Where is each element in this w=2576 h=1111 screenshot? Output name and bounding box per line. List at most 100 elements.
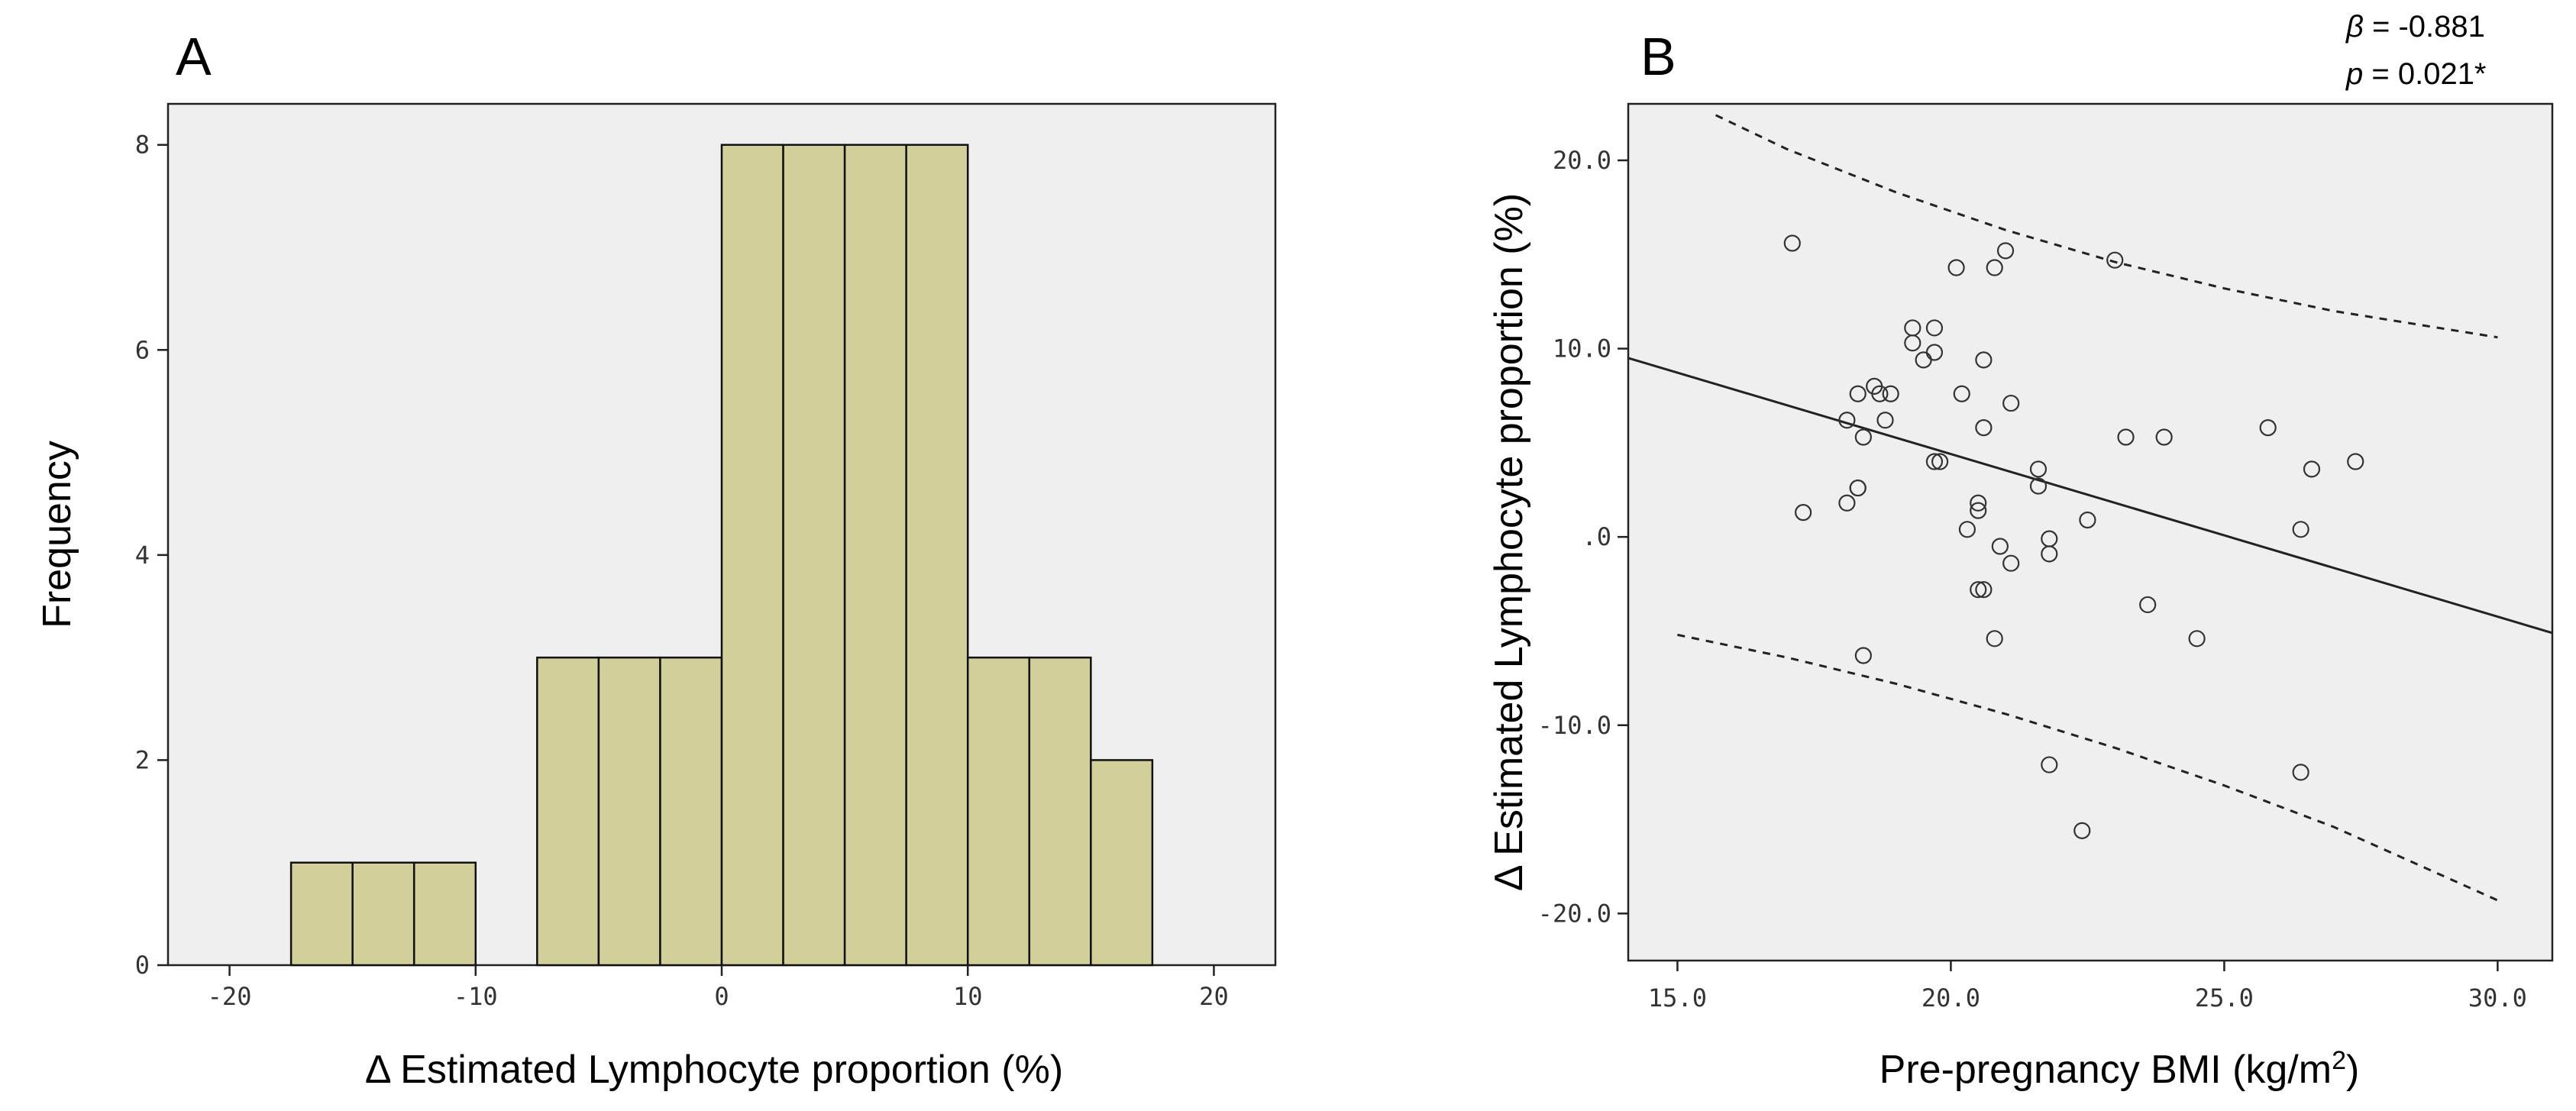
scatter-point — [1871, 385, 1889, 402]
beta-value: = -0.881 — [2364, 10, 2485, 44]
scatter-point — [2041, 545, 2058, 563]
scatter-plot-area — [1627, 102, 2554, 962]
histogram-bar — [966, 656, 1031, 967]
histogram-bar — [782, 144, 846, 967]
scatter-point — [2029, 477, 2048, 495]
scatter-point — [1854, 647, 1872, 664]
scatter-point — [1838, 494, 1856, 512]
panel-label-a: A — [176, 27, 212, 86]
y-tick-label: -10.0 — [1538, 711, 1611, 740]
scatter-point — [1931, 453, 1949, 470]
scatter-point — [2117, 428, 2135, 446]
scatter-point — [1991, 538, 2009, 555]
scatter-point — [1849, 479, 1867, 497]
scatter-point — [2292, 521, 2309, 538]
scatter-point — [2002, 394, 2020, 412]
y-tick-label: 2 — [135, 745, 150, 774]
x-tick-label: 20 — [1199, 982, 1229, 1011]
histogram-bars — [289, 144, 1154, 967]
regression-fit-line — [1627, 357, 2553, 635]
panel-label-b: B — [1640, 27, 1676, 86]
scatter-point — [1986, 259, 2003, 276]
p-symbol: p — [2345, 57, 2363, 91]
x-tick-label: 0 — [714, 982, 729, 1011]
scatter-point — [1849, 385, 1867, 402]
scatter-point — [1925, 319, 1944, 337]
scatter-point — [1925, 344, 1944, 361]
scatter-point — [1975, 351, 1993, 369]
x-tick-label: 30.0 — [2468, 983, 2527, 1012]
x-axis-title-main: Pre-pregnancy BMI (kg/m — [1879, 1048, 2332, 1092]
lower-prediction-band — [1677, 633, 2499, 902]
p-value: = 0.021* — [2363, 57, 2486, 91]
x-tick-label: 20.0 — [1921, 983, 1980, 1012]
y-tick-label: 8 — [135, 131, 150, 160]
histogram-ticks: -20 -10 0 10 20 0 2 4 6 8 — [135, 131, 1229, 1011]
y-tick-label: 20.0 — [1553, 146, 1611, 175]
scatter-point — [1986, 630, 2003, 648]
y-tick-label: 10.0 — [1553, 334, 1611, 363]
upper-prediction-band — [1715, 114, 2498, 339]
histogram-bar — [720, 144, 784, 967]
p-value-statistic: p = 0.021* — [2345, 57, 2487, 91]
histogram-bar — [289, 861, 354, 967]
scatter-point — [2029, 460, 2048, 478]
histogram-bar — [1028, 656, 1092, 967]
x-tick-label: 15.0 — [1648, 983, 1707, 1012]
scatter-points — [1783, 234, 2364, 839]
histogram-bar — [843, 144, 907, 967]
histogram-bar — [536, 656, 600, 967]
beta-statistic: β = -0.881 — [2345, 10, 2485, 44]
x-axis-title-close: ) — [2346, 1048, 2359, 1092]
scatter-point — [2079, 511, 2096, 529]
scatter-point — [1970, 494, 1987, 512]
scatter-point — [1904, 334, 1921, 352]
scatter-point — [1925, 453, 1944, 470]
scatter-point — [2002, 554, 2020, 572]
x-tick-label: -10 — [454, 982, 498, 1011]
histogram-bar — [1090, 759, 1154, 967]
beta-symbol: β — [2345, 10, 2364, 44]
scatter-point — [2073, 822, 2091, 839]
scatter-point — [2188, 630, 2206, 648]
x-tick-label: 25.0 — [2195, 983, 2254, 1012]
scatter-point — [1795, 504, 1812, 522]
histogram-bar — [659, 656, 723, 967]
scatter-point — [1838, 412, 1856, 429]
scatter-point — [1882, 385, 1899, 402]
x-tick-label: -20 — [208, 982, 252, 1011]
scatter-point — [1970, 502, 1987, 519]
scatter-point — [1975, 419, 1993, 437]
scatter-point — [2041, 756, 2058, 774]
scatter-point — [2139, 596, 2157, 614]
histogram-bar — [905, 144, 969, 967]
y-tick-label: 0 — [135, 951, 150, 980]
x-axis-title-superscript: 2 — [2332, 1046, 2346, 1075]
scatter-point — [1876, 412, 1894, 429]
scatter-point — [1953, 385, 1970, 402]
histogram-bar — [351, 861, 415, 967]
regression-lines — [1627, 114, 2553, 902]
scatter-point — [1958, 521, 1976, 538]
y-tick-label: -20.0 — [1538, 899, 1611, 928]
scatter-point — [2292, 764, 2309, 781]
histogram-y-axis-title: Frequency — [35, 441, 79, 628]
y-tick-label: 6 — [135, 335, 150, 364]
scatter-point — [1947, 259, 1965, 276]
y-tick-label: .0 — [1582, 522, 1611, 551]
scatter-point — [1975, 581, 1993, 599]
scatter-y-axis-title: Δ Estimated Lymphocyte proportion (%) — [1487, 193, 1531, 891]
scatter-point — [1996, 242, 2015, 260]
y-tick-label: 4 — [135, 541, 150, 570]
scatter-point — [1783, 234, 1801, 252]
scatter-point — [2259, 419, 2277, 437]
histogram-panel: A -20 -10 0 10 20 0 2 4 6 8 Frequency Δ Estimated… — [35, 27, 1277, 1092]
scatter-point — [2303, 460, 2321, 478]
histogram-bar — [412, 861, 477, 967]
histogram-x-axis-title: Δ Estimated Lymphocyte proportion (%) — [365, 1048, 1063, 1092]
scatter-point — [1854, 428, 1872, 446]
scatter-point — [2155, 428, 2173, 446]
scatter-point — [2106, 251, 2124, 269]
scatter-ticks: 15.0 20.0 25.0 30.0 -20.0 -10.0 .0 10.0 20.0 — [1538, 146, 2527, 1012]
